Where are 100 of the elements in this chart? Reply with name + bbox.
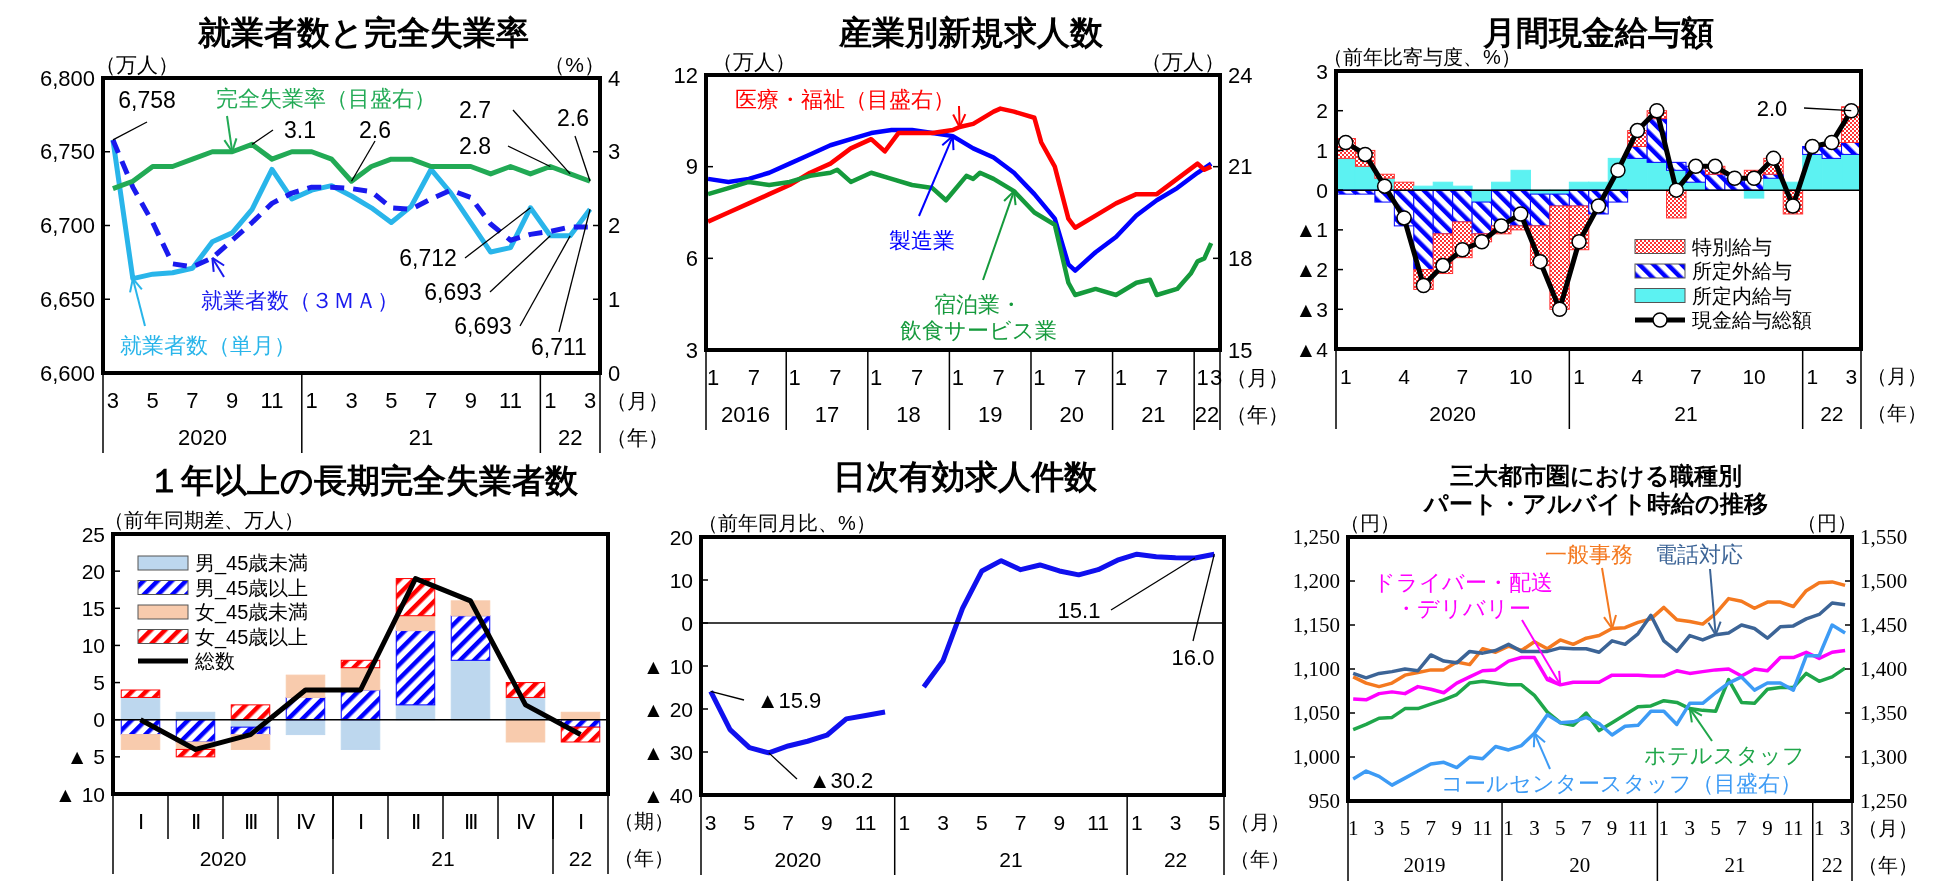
y-tick-label: ▲ 10: [55, 782, 105, 806]
x-tick-label: 1: [788, 364, 801, 390]
y-tick-label: 20: [81, 559, 105, 583]
chart-title: 三大都市圏における職種別パート・アルバイト時給の推移: [1422, 461, 1768, 517]
y-tick-label: 9: [685, 154, 698, 180]
x-axis-title: （期）（年）: [614, 810, 674, 869]
x-tick-label: 4: [1398, 364, 1411, 388]
x2-tick-label: 2020: [774, 847, 822, 871]
x2-tick-label: 19: [977, 401, 1003, 427]
y-tick-label: 3: [1316, 59, 1328, 83]
y-tick-label: ▲ 30: [643, 740, 693, 764]
x2-tick-label: 22: [1163, 847, 1188, 871]
x-tick-label: 11: [854, 810, 877, 834]
y-tick-label: 1,250: [1292, 525, 1340, 549]
x-tick-label: 5: [743, 810, 756, 834]
y-tick-label: ▲ 20: [643, 697, 693, 721]
y-tick-label: 6,750: [39, 139, 95, 165]
x-tick-label: 7: [186, 387, 199, 413]
x-tick-label: 9: [821, 810, 833, 834]
x-tick-label: 1: [1806, 364, 1819, 388]
chart-title: １年以上の長期完全失業者数: [148, 461, 579, 499]
x-tick-label: 3: [1845, 364, 1858, 388]
legend-label: 女_45歳未満: [195, 601, 309, 624]
x2-tick-label: 21: [1674, 401, 1698, 425]
legend-label: 総数: [194, 650, 235, 672]
y-axis-title: （前年同月比、%）: [698, 512, 876, 534]
x-tick-label: 1: [706, 364, 720, 390]
x-tick-label: 9: [1762, 816, 1773, 840]
x-tick-label: Ⅲ: [463, 809, 478, 833]
x-tick-label: 5: [385, 387, 398, 413]
y-tick-label: 1,150: [1292, 613, 1340, 637]
y2-axis-title: （円）: [1797, 512, 1857, 534]
x-tick-label: 5: [1710, 816, 1721, 840]
x-axis-title: （月）（年）: [606, 388, 669, 449]
legend-label: 男_45歳以上: [195, 576, 309, 600]
x-tick-label: 5: [1399, 816, 1411, 840]
legend-label: 女_45歳以上: [195, 625, 309, 649]
y2-tick-label: 1,250: [1860, 789, 1908, 813]
annotation: 2.6: [359, 117, 391, 143]
series-label: ドライバー・配送・デリバリー: [1373, 569, 1553, 621]
x2-tick-label: 22: [557, 424, 583, 450]
x-tick-label: 1: [1347, 816, 1359, 840]
x-tick-label: 3: [937, 810, 949, 834]
y-axis-title: （円）: [1340, 512, 1400, 534]
annotation: 15.1: [1057, 597, 1101, 623]
x2-tick-label: 2019: [1403, 853, 1446, 877]
x-tick-label: 5: [976, 810, 988, 834]
y-tick-label: 20: [669, 525, 693, 549]
y2-tick-label: 21: [1228, 154, 1253, 180]
x-tick-label: 11: [260, 387, 284, 413]
x-tick-label: 11: [1783, 816, 1804, 840]
x-tick-label: Ⅳ: [516, 809, 536, 833]
x-tick-label: Ⅳ: [296, 809, 316, 833]
text: 21: [431, 846, 455, 870]
x-tick-label: 1: [1114, 364, 1128, 390]
x-tick-label: Ⅰ: [577, 809, 584, 833]
x-tick-label: 11: [1472, 816, 1493, 840]
y2-tick-label: 3: [608, 139, 621, 165]
y-tick-label: 12: [673, 62, 698, 88]
x-tick-label: 7: [1689, 364, 1702, 388]
x-tick-label: 1: [1813, 816, 1825, 840]
x2-tick-label: 21: [1141, 401, 1166, 427]
x-tick-label: 9: [226, 387, 239, 413]
series-label: 完全失業率（目盛右）: [216, 85, 436, 111]
y-tick-label: 1,100: [1292, 657, 1340, 681]
text: 製造業: [889, 227, 955, 253]
annotation: 6,693: [424, 279, 482, 305]
x-tick-label: 11: [1087, 810, 1109, 834]
y-tick-label: 10: [81, 633, 105, 657]
annotation: 16.0: [1171, 644, 1215, 670]
x-tick-label: 7: [1155, 364, 1168, 390]
legend-label: 男_45歳未満: [195, 552, 309, 575]
y2-tick-label: 4: [608, 65, 621, 91]
x-tick-label: 5: [1208, 810, 1221, 834]
legend-label: 所定外給与: [1692, 260, 1792, 282]
x-tick-label: Ⅲ: [243, 809, 258, 833]
y2-tick-label: 15: [1228, 337, 1253, 363]
legend-label: 現金給与総額: [1692, 309, 1812, 331]
x-tick-label: 9: [1451, 816, 1462, 840]
x-tick-label: 3: [1169, 810, 1182, 834]
y-tick-label: 3: [685, 337, 698, 363]
x2-tick-label: 2020: [1429, 401, 1477, 425]
y-tick-label: 6,650: [39, 286, 95, 312]
x2-tick-label: 21: [408, 424, 434, 450]
legend-label: 就業者数（３ＭＡ）: [201, 287, 399, 313]
x-tick-label: 7: [910, 364, 924, 390]
x-tick-label: 4: [1631, 364, 1644, 388]
y-tick-label: 6,600: [39, 360, 95, 386]
y-tick-label: 1,050: [1292, 701, 1340, 725]
annotation: 3.1: [284, 117, 316, 143]
annotation: ▲15.9: [756, 687, 822, 713]
y-tick-label: 0: [93, 708, 105, 732]
x-tick-label: 3: [704, 810, 717, 834]
y2-tick-label: 1,550: [1860, 525, 1908, 549]
legend-label: ホテルスタッフ: [1643, 742, 1805, 768]
y-tick-label: ▲ 40: [643, 783, 693, 807]
x-tick-label: 7: [747, 364, 760, 390]
annotation: 6,712: [399, 245, 457, 271]
x-tick-label: 1: [1503, 816, 1514, 840]
x-tick-label: 11: [499, 387, 522, 413]
